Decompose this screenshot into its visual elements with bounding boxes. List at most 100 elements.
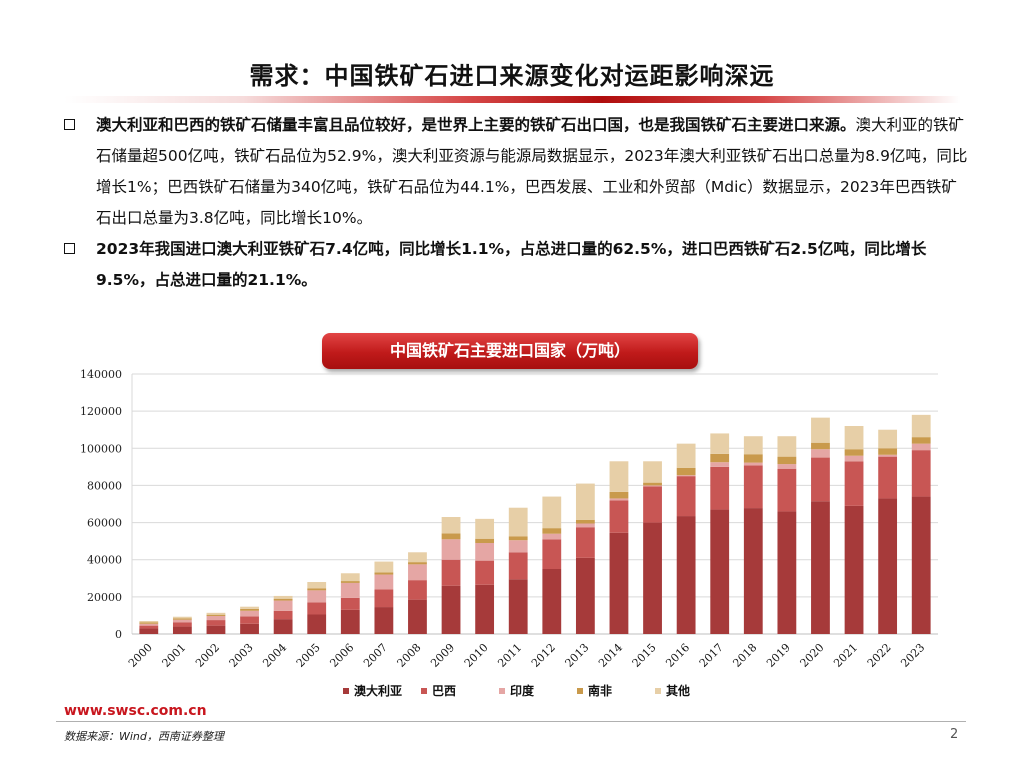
bullet-bold-text: 2023年我国进口澳大利亚铁矿石7.4亿吨，同比增长1.1%，占总进口量的62.… — [96, 240, 927, 289]
bar-segment — [710, 466, 730, 510]
bar-segment — [676, 443, 696, 468]
bullet-bold-text: 澳大利亚和巴西的铁矿石储量丰富且品位较好，是世界上主要的铁矿石出口国，也是我国铁… — [96, 116, 856, 134]
bar-segment — [844, 461, 864, 506]
page-number: 2 — [950, 727, 959, 742]
bar-segment — [710, 462, 730, 467]
bar-segment — [307, 588, 327, 591]
legend-label: 巴西 — [432, 684, 456, 698]
legend-label: 其他 — [666, 683, 690, 698]
x-tick-label: 2018 — [730, 641, 759, 670]
bar-segment — [643, 482, 662, 486]
legend-swatch — [655, 688, 661, 694]
bar-segment — [844, 455, 864, 462]
bar-segment — [139, 622, 159, 624]
bar-segment — [575, 519, 595, 524]
bar-segment — [408, 564, 427, 581]
bar-segment — [643, 522, 662, 634]
bar-segment — [172, 622, 192, 627]
bar-segment — [777, 436, 797, 457]
bar-segment — [408, 580, 427, 600]
legend-label: 印度 — [510, 683, 535, 698]
bar-segment — [542, 539, 562, 569]
legend-label: 澳大利亚 — [354, 683, 402, 698]
bar-segment — [743, 465, 763, 509]
bullet-list: 澳大利亚和巴西的铁矿石储量丰富且品位较好，是世界上主要的铁矿石出口国，也是我国铁… — [60, 110, 970, 296]
chart-title: 中国铁矿石主要进口国家（万吨） — [322, 333, 698, 369]
bar-segment — [374, 572, 394, 575]
legend-swatch — [499, 688, 505, 694]
x-tick-label: 2009 — [428, 641, 457, 670]
bar-segment — [307, 590, 327, 603]
bullet-item: 澳大利亚和巴西的铁矿石储量丰富且品位较好，是世界上主要的铁矿石出口国，也是我国铁… — [60, 110, 970, 234]
y-tick-label: 20000 — [87, 591, 122, 604]
bar-segment — [139, 625, 159, 629]
x-tick-label: 2002 — [193, 641, 222, 670]
bar-segment — [441, 559, 461, 586]
bar-segment — [710, 453, 730, 463]
bar-segment — [811, 449, 830, 458]
bar-segment — [374, 607, 394, 634]
bar-segment — [643, 486, 662, 523]
bar-segment — [374, 561, 394, 573]
x-tick-label: 2013 — [563, 641, 592, 670]
bar-segment — [441, 533, 461, 540]
x-tick-label: 2019 — [764, 641, 793, 670]
bar-segment — [340, 581, 360, 583]
bar-segment — [878, 429, 898, 449]
bar-segment — [777, 464, 797, 469]
logo-url: www.swsc.com.cn — [64, 703, 207, 719]
bar-segment — [743, 508, 763, 634]
bar-segment — [676, 475, 696, 477]
bar-segment — [777, 468, 797, 512]
bar-segment — [878, 448, 898, 455]
bar-segment — [139, 628, 159, 634]
square-bullet-icon — [64, 119, 75, 130]
bar-segment — [206, 625, 226, 634]
x-tick-label: 2015 — [630, 641, 659, 670]
bar-segment — [878, 454, 898, 457]
bar-segment — [139, 623, 159, 626]
bar-segment — [307, 602, 327, 615]
title-divider — [64, 96, 960, 103]
y-tick-label: 80000 — [87, 479, 122, 492]
bar-segment — [844, 449, 864, 456]
bar-segment — [374, 574, 394, 590]
x-tick-label: 2016 — [663, 641, 692, 670]
bar-segment — [508, 507, 528, 537]
bar-segment — [441, 517, 461, 534]
bar-segment — [508, 540, 528, 553]
x-tick-label: 2011 — [495, 641, 524, 670]
y-tick-label: 40000 — [87, 554, 122, 567]
x-tick-label: 2000 — [126, 641, 155, 670]
bar-segment — [240, 608, 259, 611]
bar-segment — [374, 589, 394, 608]
bar-segment — [743, 454, 763, 463]
x-tick-label: 2022 — [865, 641, 894, 670]
bar-segment — [743, 462, 763, 466]
legend-label: 南非 — [588, 683, 612, 698]
bar-segment — [340, 573, 360, 582]
bar-segment — [340, 609, 360, 634]
bar-segment — [777, 511, 797, 634]
x-tick-label: 2012 — [529, 641, 558, 670]
bar-segment — [643, 485, 662, 487]
bar-segment — [206, 620, 226, 626]
bar-segment — [172, 619, 192, 623]
y-tick-label: 140000 — [80, 368, 122, 381]
bar-segment — [340, 597, 360, 610]
bar-segment — [172, 618, 192, 620]
x-tick-label: 2004 — [260, 641, 289, 670]
bar-segment — [542, 528, 562, 534]
x-tick-label: 2010 — [462, 641, 491, 670]
x-tick-label: 2021 — [831, 641, 860, 670]
square-bullet-icon — [64, 243, 75, 254]
page-title: 需求：中国铁矿石进口来源变化对运距影响深远 — [249, 62, 775, 90]
bar-segment — [273, 610, 293, 620]
bar-segment — [475, 538, 495, 543]
x-tick-label: 2005 — [294, 641, 323, 670]
bar-segment — [273, 595, 293, 599]
bar-segment — [743, 436, 763, 455]
bar-segment — [911, 496, 931, 634]
bar-segment — [508, 552, 528, 580]
legend-swatch — [577, 688, 583, 694]
